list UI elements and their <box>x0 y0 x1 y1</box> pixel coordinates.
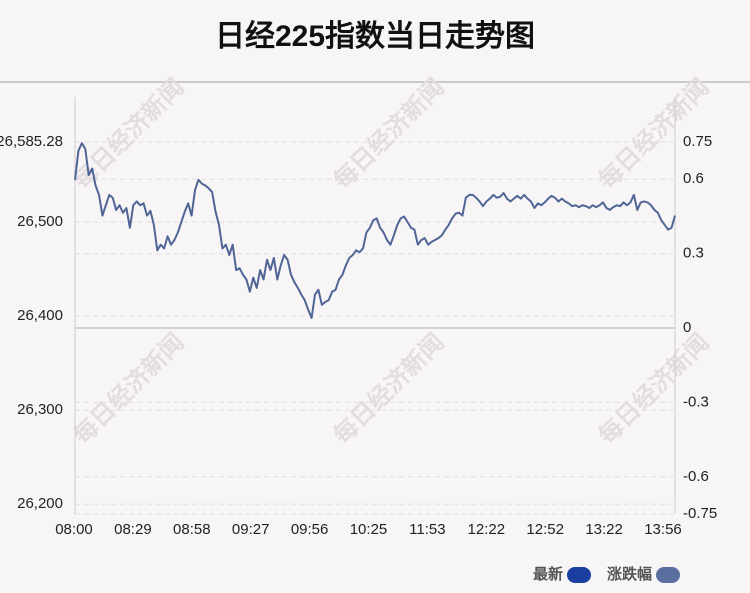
y-tick-label: 26,585.28 <box>0 133 63 150</box>
x-tick-label: 12:22 <box>468 521 506 538</box>
y2-tick-label: 0 <box>683 319 691 336</box>
legend-swatch <box>656 567 681 583</box>
x-tick-label: 13:56 <box>644 521 682 538</box>
y-tick-label: 26,400 <box>17 307 63 324</box>
legend-label: 涨跌幅 <box>607 565 652 583</box>
price-line <box>74 142 676 320</box>
x-tick-label: 08:29 <box>114 521 152 538</box>
chart-title: 日经225指数当日走势图 <box>215 19 535 53</box>
x-tick-label: 09:56 <box>291 521 329 538</box>
y2-tick-label: -0.3 <box>683 393 709 410</box>
y2-tick-label: 0.75 <box>683 133 712 150</box>
watermark: 每日经济新闻 <box>328 73 450 195</box>
watermark: 每日经济新闻 <box>68 328 190 450</box>
y2-tick-label: 0.6 <box>683 170 704 187</box>
watermark: 每日经济新闻 <box>68 73 190 195</box>
y-tick-label: 26,500 <box>17 213 63 230</box>
legend-label: 最新 <box>533 565 563 583</box>
watermark: 每日经济新闻 <box>593 328 715 450</box>
y-tick-label: 26,200 <box>17 495 63 512</box>
x-tick-label: 10:25 <box>350 521 388 538</box>
x-tick-label: 09:27 <box>232 521 270 538</box>
x-tick-label: 08:58 <box>173 521 211 538</box>
x-tick-label: 08:00 <box>55 521 93 538</box>
y2-tick-label: -0.75 <box>683 505 717 522</box>
y-tick-label: 26,300 <box>17 401 63 418</box>
x-tick-label: 11:53 <box>409 521 445 538</box>
x-tick-label: 12:52 <box>526 521 564 538</box>
y2-tick-label: 0.3 <box>683 245 704 262</box>
x-tick-label: 13:22 <box>585 521 623 538</box>
legend-swatch <box>567 567 592 583</box>
watermark: 每日经济新闻 <box>328 328 450 450</box>
y2-tick-label: -0.6 <box>683 468 709 485</box>
